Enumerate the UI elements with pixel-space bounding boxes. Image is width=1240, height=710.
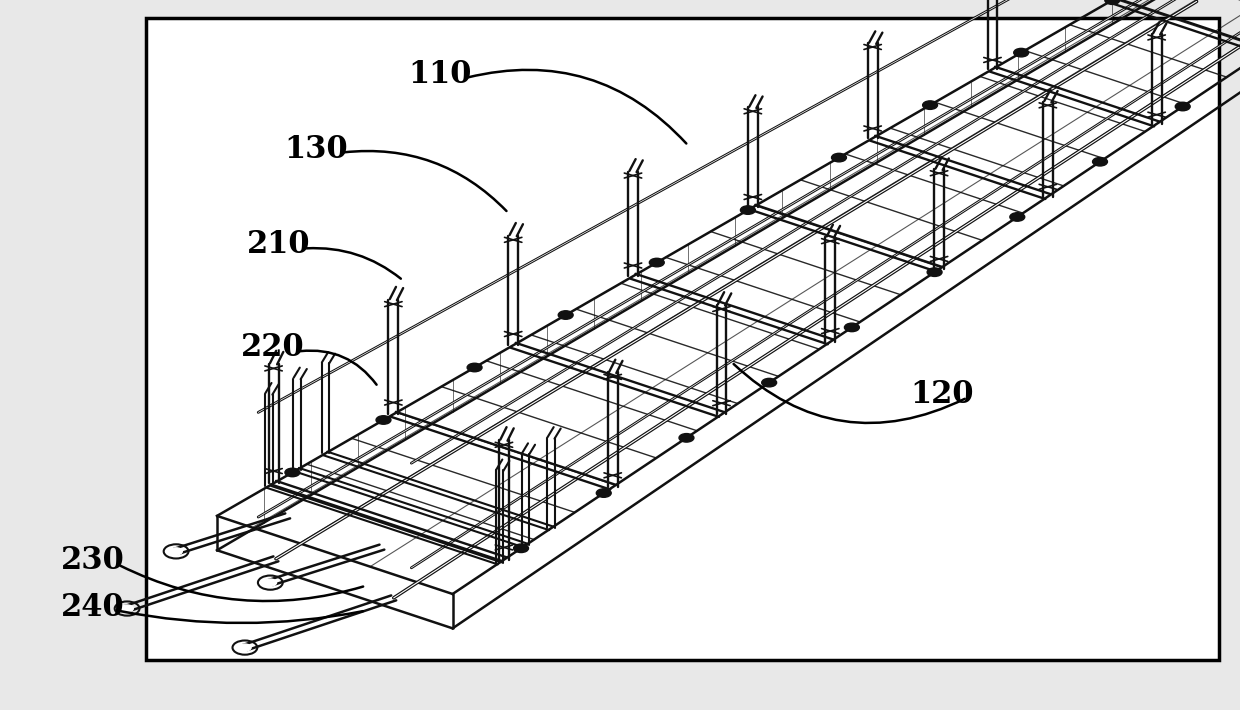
Circle shape [122, 605, 134, 612]
Circle shape [558, 311, 573, 320]
Circle shape [1014, 48, 1029, 57]
Circle shape [264, 579, 277, 586]
Circle shape [467, 364, 482, 372]
Circle shape [1009, 213, 1024, 222]
Circle shape [376, 416, 391, 425]
Circle shape [740, 206, 755, 214]
Circle shape [1105, 0, 1120, 4]
Circle shape [1176, 102, 1190, 111]
Text: 110: 110 [408, 59, 472, 90]
Text: 210: 210 [247, 229, 311, 261]
Circle shape [832, 153, 847, 162]
Circle shape [238, 644, 250, 651]
Circle shape [923, 101, 937, 109]
Text: 230: 230 [61, 545, 125, 577]
Circle shape [170, 548, 182, 555]
Text: 220: 220 [241, 332, 305, 364]
Circle shape [844, 323, 859, 332]
Circle shape [680, 434, 694, 442]
Circle shape [928, 268, 942, 276]
Text: 130: 130 [284, 133, 348, 165]
Circle shape [513, 544, 528, 552]
Circle shape [650, 258, 665, 267]
Text: 240: 240 [61, 591, 125, 623]
Circle shape [1092, 158, 1107, 166]
Circle shape [285, 468, 300, 476]
Circle shape [596, 488, 611, 497]
Text: 120: 120 [910, 378, 975, 410]
Circle shape [761, 378, 776, 387]
Bar [146, 18, 1219, 660]
